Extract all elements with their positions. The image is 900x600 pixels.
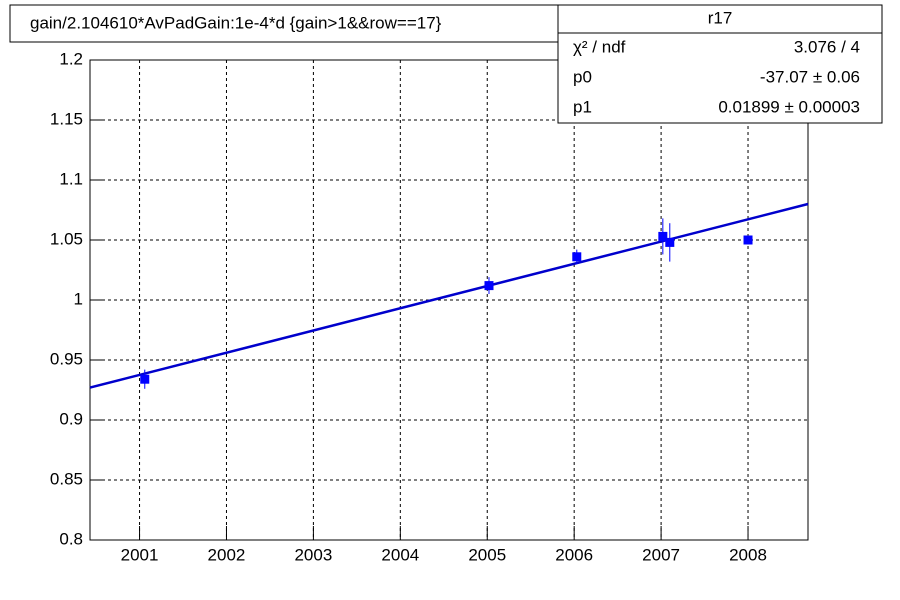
- stats-value: 0.01899 ± 0.00003: [718, 97, 860, 116]
- stats-label: p1: [573, 97, 592, 116]
- x-tick-label: 2003: [294, 545, 332, 564]
- data-point: [572, 252, 582, 262]
- data-point: [140, 374, 150, 384]
- x-tick-label: 2004: [381, 545, 419, 564]
- x-tick-label: 2005: [468, 545, 506, 564]
- y-tick-label: 1: [74, 289, 83, 308]
- data-point: [484, 281, 494, 291]
- data-point: [743, 235, 753, 245]
- stats-label: χ² / ndf: [573, 37, 626, 56]
- y-tick-label: 1.1: [59, 169, 83, 188]
- plot-layer: 0.8 0.85 0.9 0.95 1 1.05 1.1 1.15 1.2 2001 2002 200…: [50, 49, 809, 564]
- x-tick-label: 2008: [729, 545, 767, 564]
- y-tick-label: 0.9: [59, 409, 83, 428]
- stats-title: r17: [708, 8, 733, 27]
- y-tick-label: 0.85: [50, 469, 83, 488]
- x-tick-label: 2007: [642, 545, 680, 564]
- x-tick-label: 2006: [555, 545, 593, 564]
- y-tick-label: 1.15: [50, 109, 83, 128]
- stats-box: [557, 4, 883, 124]
- y-tick-label: 0.95: [50, 349, 83, 368]
- data-point: [665, 237, 675, 247]
- stats-value: -37.07 ± 0.06: [760, 67, 860, 86]
- y-tick-label: 0.8: [59, 529, 83, 548]
- stats-rows: χ² / ndf 3.076 / 4 p0 -37.07 ± 0.06 p1 0.0189…: [573, 37, 860, 116]
- stats-label: p0: [573, 67, 592, 86]
- stats-value: 3.076 / 4: [794, 37, 860, 56]
- y-tick-label: 1.05: [50, 229, 83, 248]
- data-point: [658, 231, 668, 241]
- fit-line: [89, 202, 809, 389]
- x-tick-label: 2001: [121, 545, 159, 564]
- title-box: [9, 4, 639, 43]
- y-tick-label: 1.2: [59, 49, 83, 68]
- x-tick-label: 2002: [208, 545, 246, 564]
- chart-title: gain/2.104610*AvPadGain:1e-4*d {gain>1&&…: [30, 13, 442, 32]
